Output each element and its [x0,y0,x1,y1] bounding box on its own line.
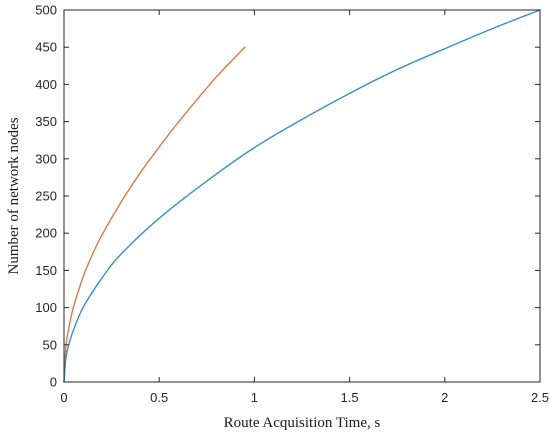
y-tick-label: 300 [35,151,57,166]
x-axis-ticks: 0 0.5 1 1.5 2 2.5 [60,10,549,405]
x-tick-label: 2.5 [531,390,549,405]
x-tick-label: 0 [60,390,67,405]
y-tick-label: 400 [35,77,57,92]
x-tick-label: 0.5 [150,390,168,405]
y-tick-label: 50 [43,337,57,352]
y-tick-label: 500 [35,3,57,18]
series-layer [63,9,541,383]
x-tick-label: 1 [251,390,258,405]
y-axis-ticks: 0 50 100 150 200 250 300 350 400 450 500 [35,3,540,390]
x-axis-label: Route Acquisition Time, s [224,415,381,431]
y-axis-label: Number of network nodes [6,117,22,274]
x-tick-label: 1.5 [341,390,359,405]
y-tick-label: 150 [35,263,57,278]
series-line-1 [63,46,246,383]
y-tick-label: 450 [35,40,57,55]
y-tick-label: 350 [35,114,57,129]
plot-area [64,10,540,382]
x-tick-label: 2 [441,390,448,405]
y-tick-label: 100 [35,300,57,315]
y-tick-label: 250 [35,189,57,204]
series-line-2 [63,9,541,383]
y-tick-label: 0 [50,375,57,390]
y-tick-label: 200 [35,226,57,241]
